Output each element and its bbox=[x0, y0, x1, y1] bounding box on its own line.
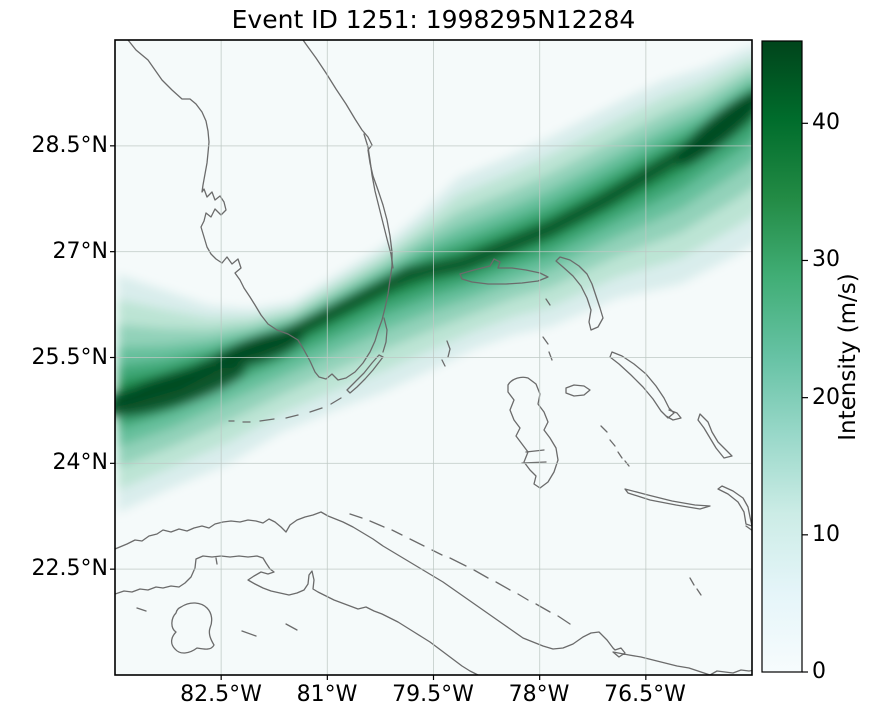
figure-title: Event ID 1251: 1998295N12284 bbox=[115, 5, 752, 34]
colorbar-ticks bbox=[802, 123, 808, 672]
colorbar-tick-30: 30 bbox=[812, 246, 840, 274]
colorbar-tick-0: 0 bbox=[812, 658, 826, 686]
colorbar-tick-10: 10 bbox=[812, 521, 840, 549]
y-tick-label-24n: 24°N bbox=[4, 449, 108, 477]
hazard-intensity-figure: Event ID 1251: 1998295N12284 28.5°N 27°N… bbox=[0, 0, 890, 722]
colorbar-tick-40: 40 bbox=[812, 109, 840, 137]
y-tick-label-28-5n: 28.5°N bbox=[4, 132, 108, 160]
colorbar-axis-label: Intensity (m/s) bbox=[835, 273, 861, 441]
y-tick-label-25-5n: 25.5°N bbox=[4, 344, 108, 372]
y-tick-label-27n: 27°N bbox=[4, 238, 108, 266]
colorbar bbox=[762, 41, 802, 672]
y-tick-label-22-5n: 22.5°N bbox=[4, 555, 108, 583]
map-canvas bbox=[0, 0, 890, 722]
x-tick-label-76-5w: 76.5°W bbox=[580, 681, 710, 709]
